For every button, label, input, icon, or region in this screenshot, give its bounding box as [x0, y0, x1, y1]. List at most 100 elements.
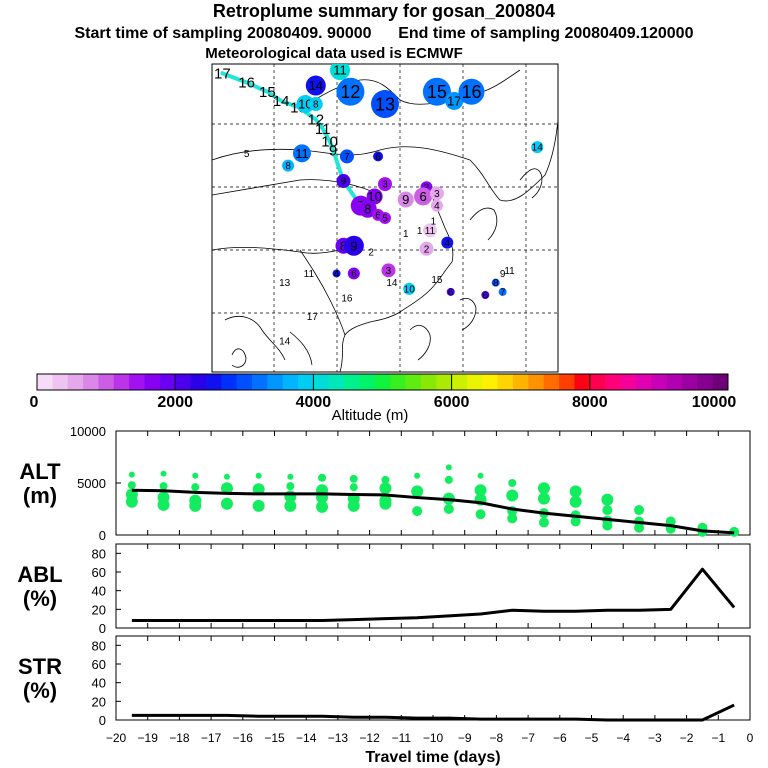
plume-day-label: 6 — [419, 189, 426, 204]
plume-point: 3 — [429, 186, 444, 201]
x-tick-label: −19 — [138, 731, 159, 745]
colorbar-tick-label: 4000 — [296, 394, 332, 411]
colorbar-swatch — [451, 374, 468, 390]
plume-cluster-circle — [343, 235, 364, 256]
altitude-scatter-point — [318, 473, 327, 482]
plume-point: 13 — [279, 278, 291, 289]
plume-day-label: 13 — [375, 94, 395, 114]
plume-point: 9 — [500, 269, 506, 280]
altitude-scatter-point — [160, 470, 167, 477]
coastline — [519, 168, 543, 199]
colorbar-swatch — [313, 374, 330, 390]
colorbar-swatch — [83, 374, 99, 390]
plume-day-label: 9 — [500, 269, 506, 280]
y-axis-label: ABL — [17, 562, 62, 587]
plume-cluster-circle — [381, 263, 396, 278]
colorbar-swatch — [267, 374, 284, 390]
x-axis-label: Travel time (days) — [365, 749, 500, 766]
altitude-scatter-point — [349, 483, 358, 492]
colorbar-swatch — [190, 374, 207, 390]
coastline — [459, 298, 477, 331]
plume-point: 5 — [379, 212, 391, 225]
altitude-scatter-point — [127, 481, 136, 490]
altitude-scatter-point — [157, 498, 170, 511]
plume-cluster-circle — [296, 95, 315, 114]
plume-day-label: 3 — [386, 266, 392, 277]
x-tick-label: −16 — [233, 731, 254, 745]
x-tick-label: −14 — [296, 731, 317, 745]
plume-point: 8 — [308, 97, 323, 112]
colorbar-swatch — [559, 374, 575, 390]
plume-cluster-circle — [282, 159, 295, 172]
plume-point: 1 — [431, 217, 437, 228]
map-content: 1716151413121110911141213151716108145118… — [212, 63, 558, 372]
y-tick-label: 20 — [92, 694, 106, 709]
plume-day-label: 6 — [448, 287, 454, 298]
plume-day-label: 8 — [313, 100, 319, 111]
plume-cluster-circle — [332, 269, 341, 278]
altitude-scatter-point — [602, 520, 613, 531]
y-tick-label: 20 — [92, 602, 106, 617]
plume-cluster-circle — [414, 187, 433, 206]
figure-title: Retroplume summary for gosan_200804 — [212, 1, 556, 21]
colorbar-swatch — [528, 374, 545, 390]
colorbar-axis-label: Altitude (m) — [332, 407, 409, 424]
plume-point: 16 — [458, 78, 485, 105]
plume-point: 14 — [386, 278, 398, 289]
plume-day-label: 15 — [259, 84, 276, 101]
colorbar-swatch — [543, 374, 560, 390]
plume-point: 4 — [332, 269, 341, 280]
coastline — [212, 146, 471, 161]
plume-cluster-circle — [378, 177, 392, 192]
plume-point: 5 — [244, 149, 250, 160]
plume-day-label: 5 — [382, 214, 388, 225]
plume-day-label: 11 — [333, 63, 347, 78]
coastline — [289, 331, 313, 366]
plume-point: 11 — [504, 266, 515, 277]
plume-day-label: 13 — [279, 278, 291, 289]
plume-day-label: 10 — [404, 284, 416, 295]
plume-day-label: 14 — [309, 78, 323, 93]
series-line — [131, 567, 736, 623]
coastline — [399, 261, 453, 313]
colorbar-swatch — [697, 374, 714, 390]
plume-point: 6 — [446, 287, 455, 298]
altitude-scatter-point — [347, 499, 360, 512]
plume-point: 9 — [343, 235, 364, 256]
panel-alt: 10000 5000 0 ALT(m) — [19, 424, 751, 543]
plume-cluster-circle — [531, 141, 544, 154]
y-tick-label: 80 — [92, 638, 106, 653]
altitude-scatter-point — [192, 472, 199, 479]
plume-point: 17 — [214, 65, 231, 82]
plume-day-label: 9 — [402, 192, 409, 207]
coastline — [212, 179, 381, 196]
plume-cluster-circle — [422, 223, 437, 238]
plume-point: 14 — [273, 93, 290, 110]
plume-day-label: 8 — [340, 238, 347, 253]
coastline — [469, 119, 558, 202]
colorbar-swatch — [666, 374, 683, 390]
plume-cluster-circle — [397, 191, 414, 208]
plume-day-label: 16 — [341, 294, 353, 305]
altitude-scatter-point — [601, 493, 614, 506]
plume-point: 17 — [445, 91, 464, 110]
plume-point: 10 — [296, 95, 315, 114]
altitude-scatter-point — [634, 505, 645, 516]
plume-day-label: 3 — [382, 180, 388, 191]
altitude-scatter-point — [412, 506, 423, 517]
y-axis-label: (m) — [23, 483, 57, 508]
plume-point: 8 — [282, 159, 295, 172]
x-tick-label: −20 — [106, 731, 127, 745]
colorbar-swatch — [298, 374, 314, 390]
plume-day-label: 14 — [386, 278, 398, 289]
coastline — [231, 348, 247, 368]
plume-point: 6 — [481, 291, 490, 302]
y-tick-label: 10000 — [70, 424, 106, 439]
plume-cluster-circle — [445, 91, 464, 110]
plume-point: 7 — [498, 287, 507, 298]
colorbar-swatch — [651, 374, 668, 390]
colorbar-swatch — [236, 374, 253, 390]
x-tick-label: −1 — [711, 731, 725, 745]
plume-cluster-circle — [373, 151, 384, 162]
